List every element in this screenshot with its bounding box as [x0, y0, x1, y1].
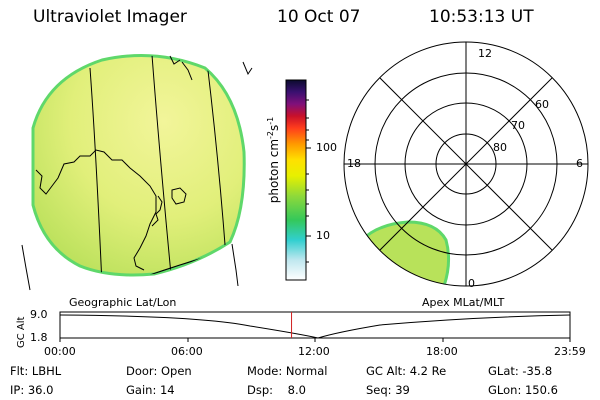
meridian-line	[151, 55, 173, 275]
timeline-axis-label: GC Alt	[16, 316, 27, 348]
info-glat: GLat: -35.8	[488, 364, 553, 378]
info-gc-alt: GC Alt: 4.2 Re	[366, 364, 447, 378]
unit-exponent: -2	[266, 130, 275, 139]
timeline-x-label: 06:00	[171, 345, 203, 358]
mlt-label-right: 6	[576, 157, 583, 170]
timeline-x-label: 00:00	[44, 345, 76, 358]
timeline-x-label: 12:00	[298, 345, 330, 358]
info-door: Door: Open	[126, 364, 192, 378]
lat-label-70: 70	[511, 119, 525, 132]
unit-s-exponent: -1	[266, 116, 275, 125]
info-glon: GLon: 150.6	[488, 383, 558, 397]
observation-time: 10:53:13 UT	[429, 7, 534, 27]
grid-line	[169, 55, 181, 65]
info-seq: Seq: 39	[366, 383, 410, 397]
info-gain: Gain: 14	[126, 383, 175, 397]
colorbar	[285, 79, 311, 281]
colorbar-tick-10: 10	[316, 229, 330, 242]
info-mode: Mode: Normal	[247, 364, 328, 378]
info-dsp: Dsp: 8.0	[247, 383, 306, 397]
instrument-title: Ultraviolet Imager	[33, 7, 187, 27]
timeline-left-title: Geographic Lat/Lon	[69, 296, 177, 309]
unit-text: photon cm	[267, 138, 281, 204]
colorbar-tick-100: 100	[316, 141, 337, 154]
coastline	[171, 187, 187, 205]
grid-line	[181, 61, 193, 81]
lat-label-80: 80	[493, 141, 507, 154]
mlt-label-bottom: 0	[468, 277, 475, 290]
grid-line	[21, 244, 31, 291]
info-filter: Flt: LBHL	[10, 364, 62, 378]
colorbar-unit-label: photon cm-2s-1	[266, 90, 281, 230]
earth-disk-image	[21, 54, 253, 291]
meridian-line	[89, 67, 103, 275]
timeline-right-title: Apex MLat/MLT	[422, 296, 505, 309]
mlt-label-top: 12	[478, 47, 492, 60]
grid-line	[231, 243, 239, 287]
grid-line	[242, 61, 253, 76]
timeline-y-label-bottom: 1.8	[30, 331, 48, 344]
timeline-x-label: 23:59	[554, 345, 586, 358]
timeline-y-label-top: 9.0	[30, 308, 48, 321]
unit-s: s	[267, 124, 281, 131]
mlt-label-left: 18	[347, 157, 361, 170]
polar-plot	[343, 41, 589, 287]
altitude-curve	[59, 314, 571, 339]
timeline-x-label: 18:00	[426, 345, 458, 358]
timeline-plot	[59, 311, 571, 342]
coastline	[151, 195, 163, 227]
coastline	[35, 149, 157, 271]
observation-date: 10 Oct 07	[277, 7, 361, 27]
info-ip: IP: 36.0	[10, 383, 54, 397]
lat-label-60: 60	[535, 98, 549, 111]
